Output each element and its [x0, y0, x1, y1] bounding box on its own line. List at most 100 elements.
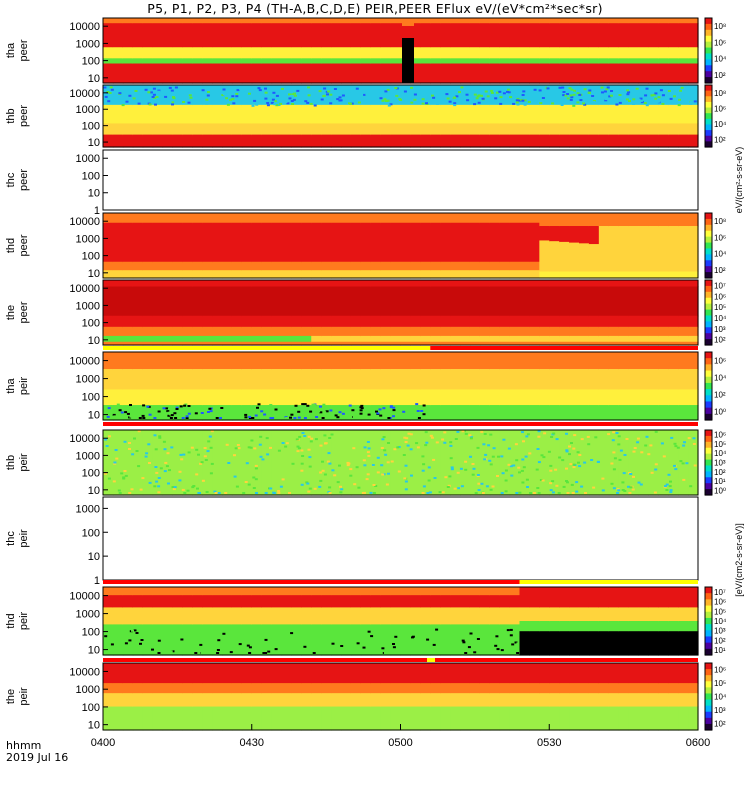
- heatmap-speckle: [359, 412, 363, 415]
- heatmap-speckle: [303, 641, 307, 644]
- heatmap-speckle: [219, 414, 223, 417]
- heatmap-cell: [370, 624, 382, 656]
- heatmap-cell: [420, 352, 431, 370]
- heatmap-cell: [499, 222, 511, 263]
- colorbar-swatch: [705, 218, 712, 226]
- heatmap-speckle: [293, 417, 297, 419]
- heatmap-cell: [579, 286, 590, 317]
- heatmap-cell: [311, 315, 322, 328]
- heatmap-cell: [350, 405, 362, 421]
- heatmap-cell: [539, 18, 550, 24]
- heatmap-speckle: [565, 432, 568, 435]
- colorbar-swatch: [705, 96, 712, 103]
- heatmap-speckle: [225, 97, 229, 100]
- heatmap-cell: [658, 352, 669, 370]
- heatmap-speckle: [681, 97, 685, 100]
- heatmap-cell: [122, 47, 134, 59]
- heatmap-cell: [172, 286, 183, 317]
- heatmap-speckle: [393, 448, 397, 451]
- heatmap-speckle: [654, 92, 658, 95]
- heatmap-speckle: [269, 417, 273, 419]
- heatmap-speckle: [183, 492, 187, 494]
- heatmap-cell: [162, 683, 174, 694]
- heatmap-cell: [638, 271, 650, 279]
- heatmap-cell: [112, 663, 124, 684]
- heatmap-cell: [569, 587, 580, 608]
- heatmap-cell: [103, 430, 114, 496]
- heatmap-cell: [588, 369, 600, 390]
- heatmap-cell: [569, 352, 580, 370]
- heatmap-speckle: [435, 441, 439, 444]
- heatmap-speckle: [457, 487, 461, 490]
- heatmap-cell: [618, 315, 630, 328]
- heatmap-speckle: [639, 100, 643, 103]
- panel-probe-label: tha: [5, 42, 17, 58]
- heatmap-cell: [460, 23, 471, 48]
- heatmap-speckle: [164, 461, 168, 464]
- heatmap-cell: [241, 663, 253, 684]
- heatmap-cell: [628, 47, 640, 59]
- heatmap-cell: [559, 693, 570, 708]
- heatmap-cell: [479, 326, 491, 337]
- heatmap-speckle: [522, 90, 526, 93]
- heatmap-speckle: [180, 638, 184, 641]
- heatmap-cell: [648, 280, 659, 288]
- heatmap-speckle: [131, 417, 135, 419]
- heatmap-cell: [142, 693, 154, 708]
- heatmap-speckle: [692, 98, 696, 101]
- heatmap-cell: [440, 389, 451, 406]
- heatmap-speckle: [349, 102, 353, 105]
- heatmap-speckle: [662, 455, 666, 458]
- heatmap-speckle: [280, 646, 284, 649]
- heatmap-cell: [222, 63, 233, 84]
- heatmap-cell: [549, 607, 560, 622]
- heatmap-cell: [271, 58, 283, 65]
- heatmap-speckle: [272, 91, 276, 94]
- heatmap-cell: [103, 683, 114, 694]
- heatmap-speckle: [259, 455, 263, 458]
- heatmap-speckle: [300, 462, 304, 465]
- heatmap-cell: [420, 341, 431, 346]
- heatmap-speckle: [140, 90, 144, 93]
- heatmap-cell: [648, 352, 659, 370]
- heatmap-cell: [420, 85, 431, 106]
- heatmap-cell: [271, 587, 283, 596]
- heatmap-cell: [202, 693, 213, 708]
- heatmap-speckle: [636, 437, 640, 440]
- heatmap-cell: [688, 226, 699, 252]
- heatmap-speckle: [409, 433, 413, 436]
- heatmap-speckle: [374, 485, 378, 487]
- heatmap-cell: [350, 352, 362, 370]
- heatmap-cell: [559, 631, 570, 656]
- heatmap-cell: [469, 63, 481, 84]
- heatmap-cell: [460, 286, 471, 317]
- heatmap-cell: [559, 226, 570, 243]
- heatmap-cell: [450, 58, 461, 65]
- heatmap-speckle: [571, 492, 575, 494]
- heatmap-speckle: [645, 435, 649, 438]
- heatmap-speckle: [562, 94, 566, 97]
- heatmap-cell: [311, 280, 322, 288]
- heatmap-speckle: [475, 652, 479, 654]
- heatmap-cell: [618, 369, 630, 390]
- heatmap-speckle: [667, 90, 671, 92]
- heatmap-cell: [658, 335, 669, 343]
- heatmap-speckle: [173, 412, 177, 415]
- heatmap-cell: [559, 607, 570, 622]
- heatmap-cell: [618, 85, 630, 106]
- heatmap-cell: [420, 693, 431, 708]
- heatmap-cell: [162, 595, 174, 608]
- heatmap-speckle: [288, 492, 291, 494]
- colorbar-swatch: [705, 327, 712, 334]
- heatmap-speckle: [523, 99, 527, 102]
- heatmap-cell: [559, 621, 570, 632]
- heatmap-speckle: [123, 414, 127, 417]
- heatmap-cell: [688, 341, 699, 346]
- heatmap-speckle: [422, 485, 426, 488]
- heatmap-cell: [410, 706, 421, 731]
- heatmap-cell: [529, 104, 540, 125]
- heatmap-speckle: [502, 438, 506, 441]
- heatmap-speckle: [271, 98, 275, 101]
- heatmap-cell: [509, 430, 521, 496]
- heatmap-cell: [588, 134, 600, 148]
